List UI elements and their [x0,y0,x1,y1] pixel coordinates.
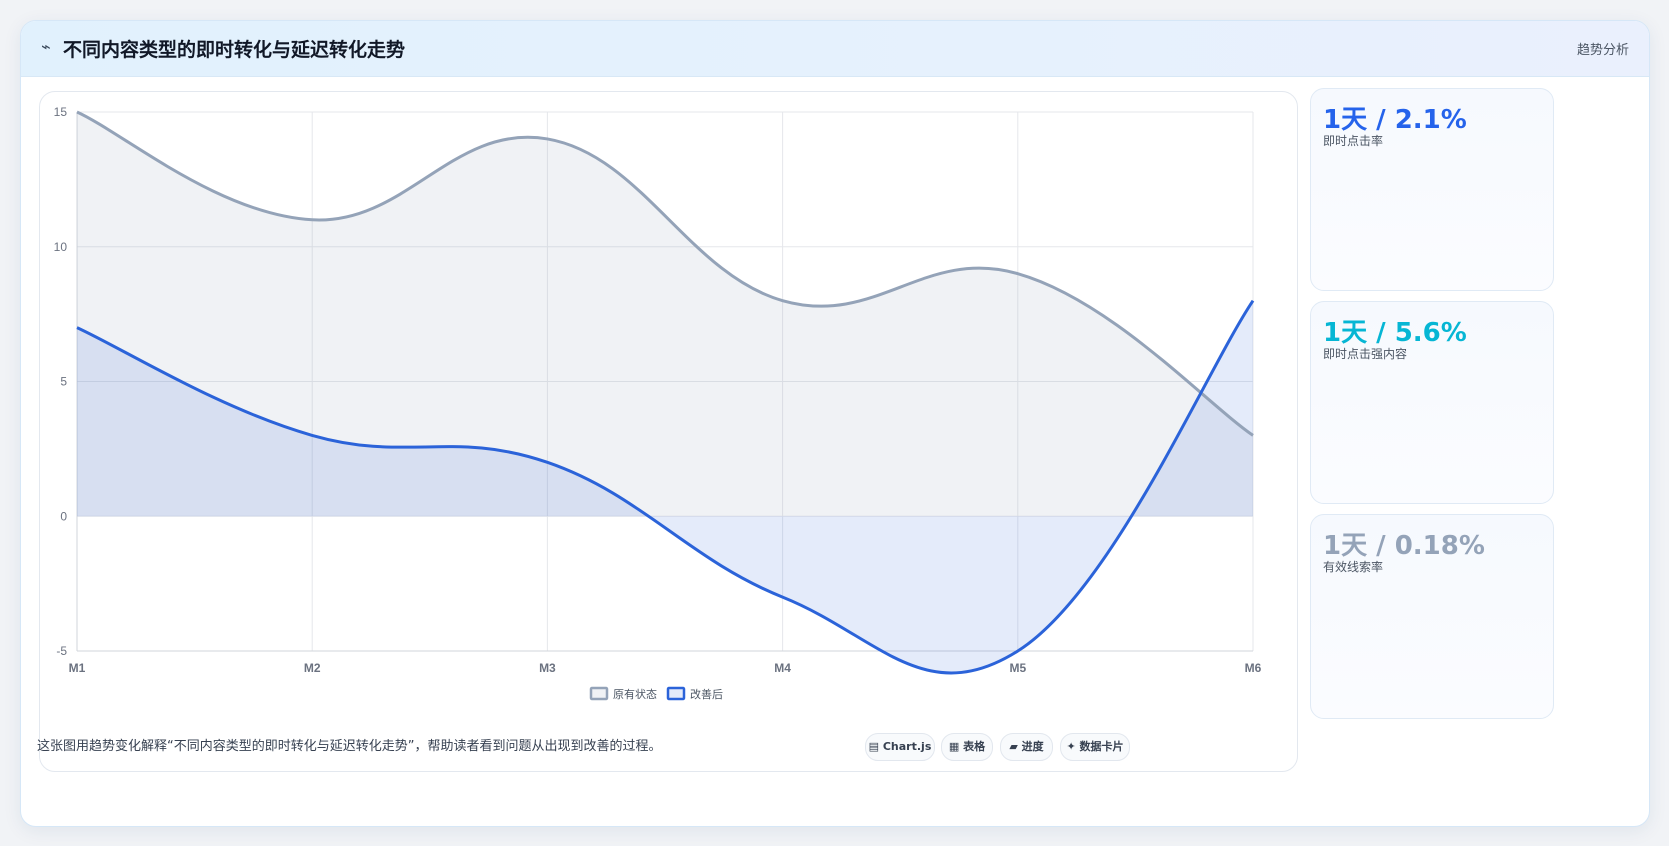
x-tick-label: M4 [774,661,791,675]
chip-table[interactable]: ▦ 表格 [941,733,993,761]
legend-swatch [589,686,609,701]
x-tick-label: M2 [304,661,321,675]
chip-progress[interactable]: ▰ 进度 [1000,733,1053,761]
chart-card: ⌁ 不同内容类型的即时转化与延迟转化走势 趋势分析 15 10 5 0 -5 M1 M2 M3… [20,20,1650,827]
legend-label: 改善后 [690,687,723,701]
series-area-1 [77,112,1253,517]
page-title: 不同内容类型的即时转化与延迟转化走势 [63,39,406,61]
progress-icon: ▰ [1009,740,1018,753]
kpi-card-valid-lead-rate: 1天 / 0.18% 有效线索率 [1310,514,1554,719]
chip-data-cards[interactable]: ✦ 数据卡片 [1060,733,1130,761]
kpi-value: 1天 / 0.18% [1323,531,1485,561]
sparkle-icon: ✦ [1066,740,1076,753]
series-line-2 [76,299,1255,675]
y-tick-label: 0 [60,509,67,523]
analysis-tag: 趋势分析 [1576,43,1629,58]
y-tick-label: -5 [56,644,67,658]
legend-label: 原有状态 [613,687,657,701]
kpi-value: 1天 / 5.6% [1323,318,1467,348]
chart-icon: ▤ [868,740,880,753]
kpi-label: 有效线索率 [1323,560,1384,574]
x-tick-label: M6 [1245,661,1262,675]
trend-icon: ⌁ [41,37,51,56]
legend-swatch [666,686,686,701]
chart-panel: 15 10 5 0 -5 M1 M2 M3 M4 M5 M6 原有状态 改善后 [39,91,1298,772]
table-icon: ▦ [948,740,960,753]
chip-label: 表格 [963,740,986,753]
series-line-1 [76,110,1254,437]
line-chart: 15 10 5 0 -5M1 M2 M3 M4 M5 M6 原有状态 改善后 [54,105,1262,701]
kpi-card-instant-click-rate: 1天 / 2.1% 即时点击率 [1310,88,1554,291]
chip-label: 数据卡片 [1079,740,1124,753]
kpi-card-strong-content: 1天 / 5.6% 即时点击强内容 [1310,301,1554,504]
y-tick-label: 10 [54,240,68,254]
series-area-2 [77,300,1253,673]
kpi-label: 即时点击率 [1323,134,1384,148]
kpi-label: 即时点击强内容 [1323,347,1408,361]
x-tick-label: M1 [69,661,86,675]
kpi-value: 1天 / 2.1% [1323,105,1467,135]
x-tick-label: M5 [1009,661,1026,675]
chip-chartjs[interactable]: ▤ Chart.js [865,733,935,761]
y-tick-label: 5 [60,375,67,389]
y-tick-label: 15 [54,105,68,119]
x-tick-label: M3 [539,661,556,675]
chip-label: 进度 [1021,740,1044,753]
chart-description: 这张图用趋势变化解释“不同内容类型的即时转化与延迟转化走势”，帮助读者看到问题从… [37,739,662,754]
chip-label: Chart.js [882,740,932,753]
card-header: ⌁ 不同内容类型的即时转化与延迟转化走势 趋势分析 [21,21,1649,77]
